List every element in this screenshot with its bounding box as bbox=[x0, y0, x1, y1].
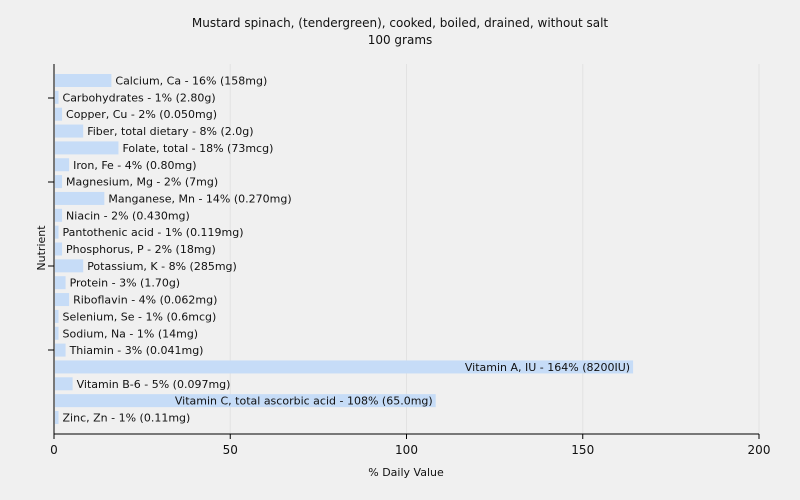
bar bbox=[55, 377, 73, 391]
chart-subtitle: 100 grams bbox=[368, 33, 433, 47]
bar-label: Phosphorus, P - 2% (18mg) bbox=[66, 243, 216, 256]
bar bbox=[55, 276, 66, 290]
bar bbox=[55, 124, 84, 138]
bar bbox=[55, 141, 119, 155]
x-axis-label: % Daily Value bbox=[368, 466, 444, 479]
bar-label: Riboflavin - 4% (0.062mg) bbox=[73, 294, 217, 307]
bar-label: Potassium, K - 8% (285mg) bbox=[87, 260, 237, 273]
bar bbox=[55, 411, 59, 424]
bar-label: Manganese, Mn - 14% (0.270mg) bbox=[108, 192, 291, 205]
bar bbox=[55, 191, 105, 205]
bar bbox=[55, 107, 63, 121]
x-tick-label-150: 150 bbox=[571, 443, 594, 457]
x-tick-label-50: 50 bbox=[223, 443, 238, 457]
bar-label: Vitamin C, total ascorbic acid - 108% (6… bbox=[175, 395, 433, 408]
bar-label: Calcium, Ca - 16% (158mg) bbox=[115, 75, 267, 88]
bar bbox=[55, 326, 59, 340]
bar bbox=[55, 394, 436, 408]
bar-label: Magnesium, Mg - 2% (7mg) bbox=[66, 176, 218, 189]
bar-label: Vitamin A, IU - 164% (8200IU) bbox=[465, 361, 630, 374]
bar bbox=[55, 259, 84, 273]
bar bbox=[55, 175, 63, 189]
bar-label: Copper, Cu - 2% (0.050mg) bbox=[66, 108, 217, 121]
x-tick-label-0: 0 bbox=[50, 443, 58, 457]
bar-label: Selenium, Se - 1% (0.6mcg) bbox=[63, 310, 217, 323]
chart-title: Mustard spinach, (tendergreen), cooked, … bbox=[192, 16, 609, 30]
bar-label: Protein - 3% (1.70g) bbox=[70, 277, 181, 290]
bar bbox=[55, 225, 59, 239]
x-tick-label-100: 100 bbox=[395, 443, 418, 457]
bar bbox=[55, 158, 70, 172]
bar bbox=[55, 360, 634, 374]
bar-label: Niacin - 2% (0.430mg) bbox=[66, 209, 190, 222]
grid bbox=[229, 64, 760, 434]
bars: Calcium, Ca - 16% (158mg) Carbohydrates -… bbox=[55, 74, 634, 425]
y-axis-label: Nutrient bbox=[35, 225, 48, 271]
axes: 0 50 100 150 200 bbox=[48, 64, 770, 457]
bar-label: Fiber, total dietary - 8% (2.0g) bbox=[87, 125, 253, 138]
bar bbox=[55, 343, 66, 357]
bar bbox=[55, 208, 63, 222]
bar-label: Iron, Fe - 4% (0.80mg) bbox=[73, 159, 196, 172]
x-tick-label-200: 200 bbox=[748, 443, 771, 457]
bar-label: Zinc, Zn - 1% (0.11mg) bbox=[63, 412, 191, 425]
bar bbox=[55, 242, 63, 256]
bar bbox=[55, 90, 59, 104]
bar-label: Vitamin B-6 - 5% (0.097mg) bbox=[77, 378, 231, 391]
bar-label: Thiamin - 3% (0.041mg) bbox=[69, 344, 204, 357]
bar bbox=[55, 293, 70, 307]
bar bbox=[55, 309, 59, 323]
bar-label: Carbohydrates - 1% (2.80g) bbox=[63, 91, 216, 104]
bar-label: Pantothenic acid - 1% (0.119mg) bbox=[63, 226, 244, 239]
bar-label: Folate, total - 18% (73mcg) bbox=[122, 142, 273, 155]
bar bbox=[55, 74, 112, 87]
bar-label: Sodium, Na - 1% (14mg) bbox=[63, 327, 199, 340]
